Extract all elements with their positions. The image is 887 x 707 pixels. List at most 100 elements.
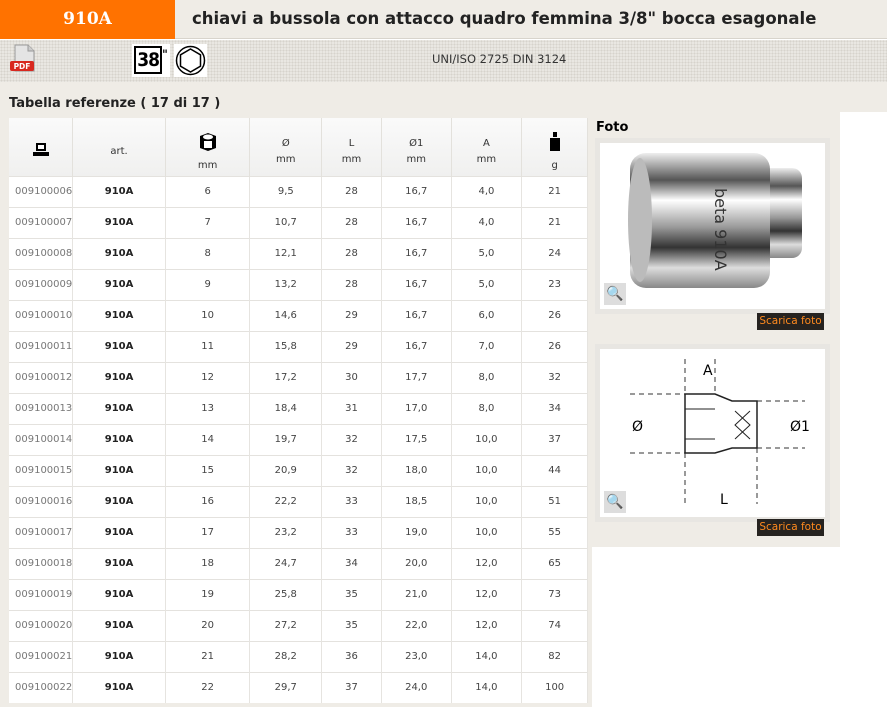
table-cell: 009100014 (9, 423, 74, 455)
table-row[interactable]: 009100020 910A 20 27,2 35 22,0 12,0 74 (9, 609, 588, 641)
table-cell: 10,7 (249, 206, 323, 238)
table-cell: 910A (72, 423, 166, 455)
table-cell: 23,0 (381, 640, 452, 672)
table-cell: 35 (321, 609, 382, 641)
table-row[interactable]: 009100008 910A 8 12,1 28 16,7 5,0 24 (9, 237, 588, 269)
table-cell: 32 (521, 361, 588, 393)
table-cell: 28 (321, 206, 382, 238)
photo-engraving: beta 910A (711, 188, 730, 271)
table-cell: 17,7 (381, 361, 452, 393)
table-cell: 29,7 (249, 671, 323, 703)
table-cell: 74 (521, 609, 588, 641)
table-row[interactable]: 009100022 910A 22 29,7 37 24,0 14,0 100 (9, 671, 588, 703)
norm-standard: UNI/ISO 2725 DIN 3124 (432, 52, 567, 66)
table-cell: 21 (165, 640, 251, 672)
table-cell: 910A (72, 206, 166, 238)
table-row[interactable]: 009100012 910A 12 17,2 30 17,7 8,0 32 (9, 361, 588, 393)
table-cell: 009100006 (9, 175, 74, 207)
table-cell: 5,0 (451, 237, 523, 269)
table-cell: 16 (165, 485, 251, 517)
table-cell: 8,0 (451, 392, 523, 424)
table-cell: 37 (321, 671, 382, 703)
table-cell: 18,5 (381, 485, 452, 517)
table-cell: 10,0 (451, 423, 523, 455)
table-cell: 21,0 (381, 578, 452, 610)
download-diagram-button[interactable]: Scarica foto (757, 519, 824, 536)
table-row[interactable]: 009100016 910A 16 22,2 33 18,5 10,0 51 (9, 485, 588, 517)
table-cell: 9,5 (249, 175, 323, 207)
zoom-icon[interactable]: 🔍 (604, 491, 626, 513)
table-cell: 14,0 (451, 640, 523, 672)
table-row[interactable]: 009100014 910A 14 19,7 32 17,5 10,0 37 (9, 423, 588, 455)
diagram-label-l: L (720, 492, 728, 508)
table-cell: 19,0 (381, 516, 452, 548)
table-cell: 009100013 (9, 392, 74, 424)
table-cell: 10 (165, 299, 251, 331)
table-cell: 23 (521, 268, 588, 300)
table-cell: 27,2 (249, 609, 323, 641)
pdf-download-icon[interactable]: PDF (9, 43, 37, 75)
hex-nut-icon (166, 132, 250, 155)
header-unit: mm (276, 154, 296, 166)
table-cell: 28 (321, 268, 382, 300)
table-cell: 22 (165, 671, 251, 703)
table-cell: 36 (321, 640, 382, 672)
technical-diagram[interactable]: A Ø Ø1 L 🔍 (595, 344, 830, 522)
table-cell: 32 (321, 454, 382, 486)
zoom-icon[interactable]: 🔍 (604, 283, 626, 305)
table-cell: 51 (521, 485, 588, 517)
table-cell: 24,0 (381, 671, 452, 703)
table-row[interactable]: 009100013 910A 13 18,4 31 17,0 8,0 34 (9, 392, 588, 424)
download-photo-button[interactable]: Scarica foto (757, 313, 824, 330)
table-row[interactable]: 009100009 910A 9 13,2 28 16,7 5,0 23 (9, 268, 588, 300)
table-cell: 14,0 (451, 671, 523, 703)
table-cell: 11 (165, 330, 251, 362)
header-unit: mm (341, 154, 362, 166)
table-cell: 16,7 (381, 330, 452, 362)
table-cell: 44 (521, 454, 588, 486)
table-cell: 65 (521, 547, 588, 579)
table-cell: 13,2 (249, 268, 323, 300)
table-row[interactable]: 009100021 910A 21 28,2 36 23,0 14,0 82 (9, 640, 588, 672)
product-photo[interactable]: beta 910A 🔍 (595, 138, 830, 314)
table-row[interactable]: 009100006 910A 6 9,5 28 16,7 4,0 21 (9, 175, 588, 207)
column-header: art. (72, 118, 166, 176)
table-row[interactable]: 009100018 910A 18 24,7 34 20,0 12,0 65 (9, 547, 588, 579)
table-row[interactable]: 009100011 910A 11 15,8 29 16,7 7,0 26 (9, 330, 588, 362)
table-cell: 18,4 (249, 392, 323, 424)
table-cell: 009100015 (9, 454, 74, 486)
table-row[interactable]: 009100007 910A 7 10,7 28 16,7 4,0 21 (9, 206, 588, 238)
table-cell: 009100021 (9, 640, 74, 672)
table-cell: 34 (321, 547, 382, 579)
product-code: 910A (0, 0, 175, 39)
table-cell: 8,0 (451, 361, 523, 393)
hexagon-icon (174, 44, 207, 77)
table-cell: 910A (72, 330, 166, 362)
table-row[interactable]: 009100015 910A 15 20,9 32 18,0 10,0 44 (9, 454, 588, 486)
table-cell: 910A (72, 454, 166, 486)
table-cell: 14 (165, 423, 251, 455)
table-cell: 26 (521, 299, 588, 331)
table-cell: 12,0 (451, 547, 523, 579)
table-row[interactable]: 009100010 910A 10 14,6 29 16,7 6,0 26 (9, 299, 588, 331)
table-cell: 15,8 (249, 330, 323, 362)
table-cell: 10,0 (451, 454, 523, 486)
table-cell: 910A (72, 268, 166, 300)
table-cell: 009100018 (9, 547, 74, 579)
table-cell: 18,0 (381, 454, 452, 486)
table-row[interactable]: 009100019 910A 19 25,8 35 21,0 12,0 73 (9, 578, 588, 610)
table-cell: 21 (521, 206, 588, 238)
table-cell: 22,2 (249, 485, 323, 517)
table-cell: 19 (165, 578, 251, 610)
photo-title: Foto (596, 120, 629, 135)
table-cell: 20 (165, 609, 251, 641)
table-cell: 910A (72, 640, 166, 672)
table-row[interactable]: 009100017 910A 17 23,2 33 19,0 10,0 55 (9, 516, 588, 548)
table-cell: 73 (521, 578, 588, 610)
table-cell: 13 (165, 392, 251, 424)
table-cell: 8 (165, 237, 251, 269)
header-unit: mm (197, 160, 218, 172)
table-cell: 22,0 (381, 609, 452, 641)
